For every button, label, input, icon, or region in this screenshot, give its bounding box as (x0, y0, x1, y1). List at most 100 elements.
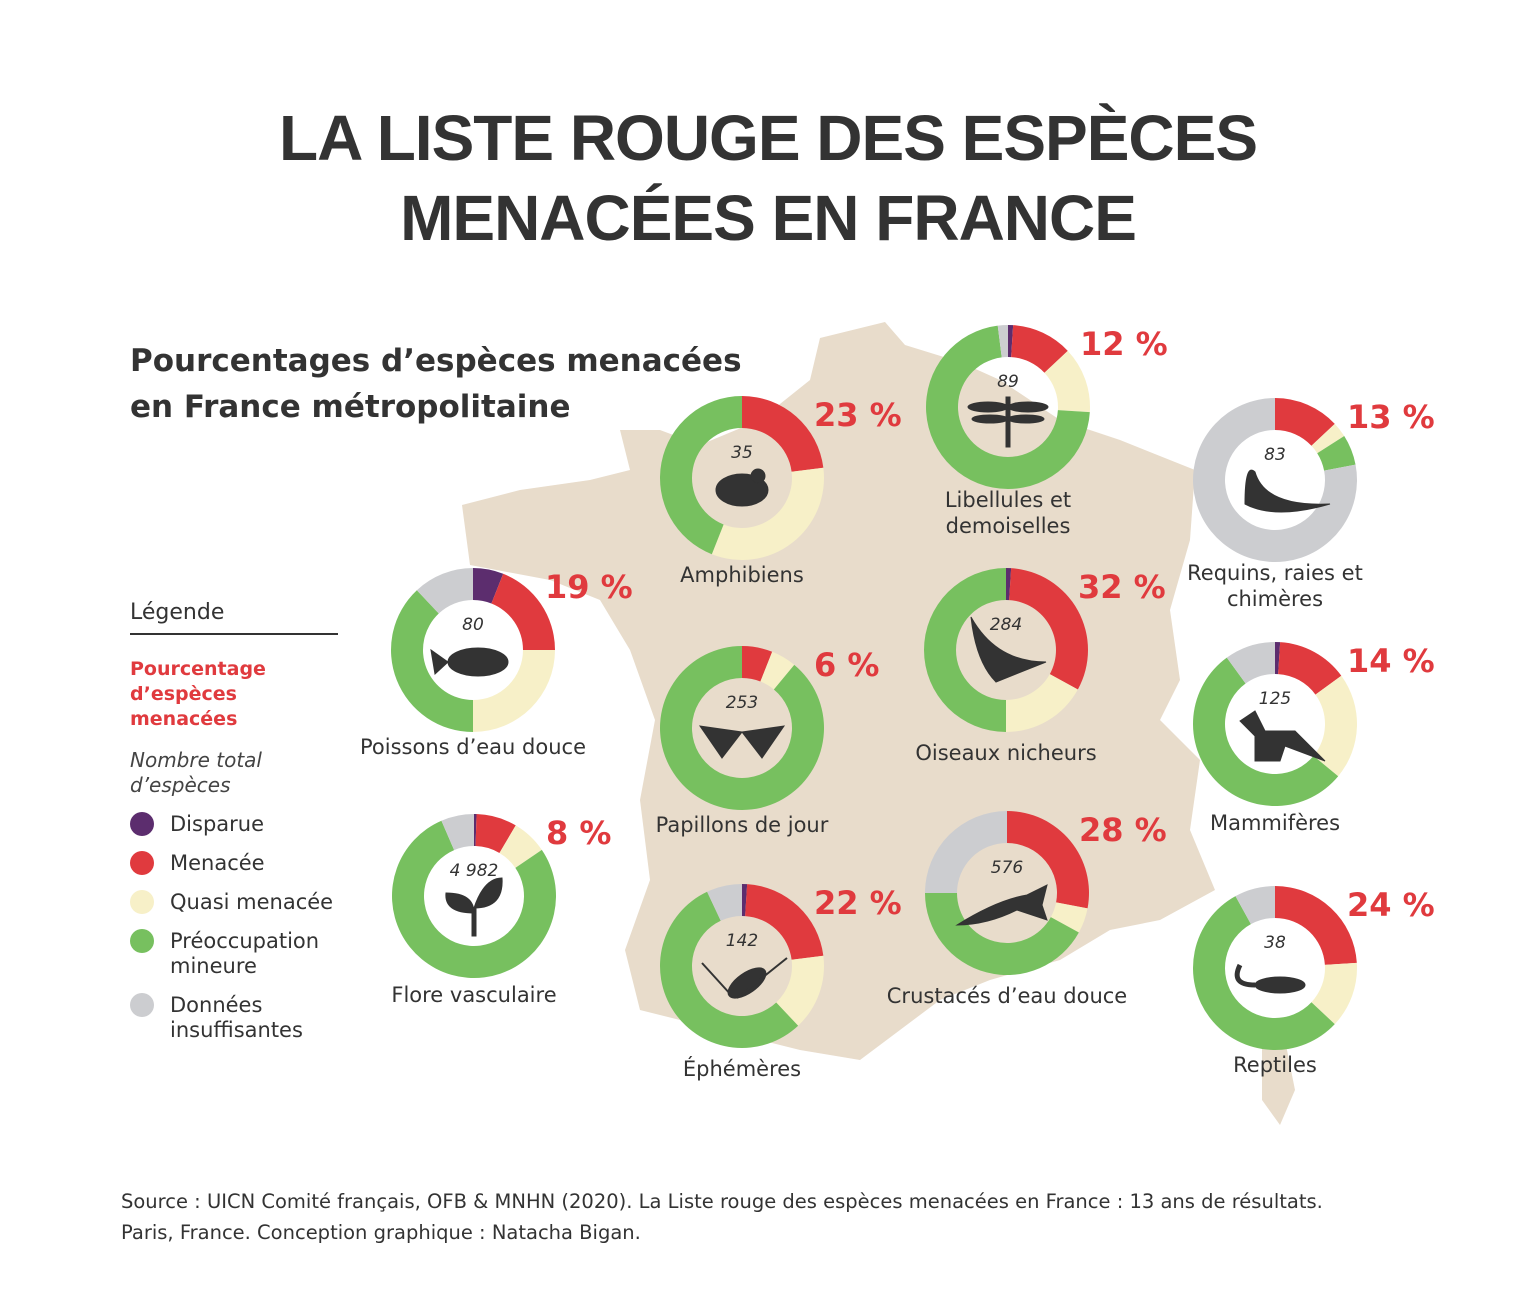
donut-segment-préoccupation-mineure (659, 396, 742, 555)
species-total: 80 (462, 615, 484, 635)
dragonfly-icon (967, 396, 1049, 448)
legend-total-label: Nombre total d’espèces (130, 748, 262, 797)
donut-segment-quasi-menacée (1311, 423, 1345, 454)
donut-segment-menacée (742, 396, 824, 472)
donut-segment-menacée (1275, 398, 1335, 446)
donut-segment-menacée (1275, 885, 1357, 965)
donut-segment-préoccupation-mineure (1317, 436, 1356, 471)
species-total: 89 (997, 372, 1019, 392)
group-label: Flore vasculaire (391, 983, 556, 1007)
threatened-percentage: 23 % (814, 396, 902, 434)
donut-segment-préoccupation-mineure (390, 590, 473, 732)
donut-segment-disparue (473, 568, 504, 604)
group-label: Mammifères (1210, 811, 1340, 835)
plant-icon (445, 877, 503, 937)
bird-icon (970, 616, 1047, 683)
legend-item: Disparue (130, 812, 340, 837)
group-label: Oiseaux nicheurs (915, 741, 1096, 765)
group-label: Amphibiens (680, 563, 804, 587)
legend-swatch (130, 929, 154, 953)
legend-label: Données insuffisantes (170, 993, 303, 1042)
donut-group: 125 14 % Mammifères (1193, 642, 1435, 835)
france-mainland (462, 322, 1215, 1060)
donut-segment-données-insuffisantes (707, 884, 742, 921)
donut-segment-quasi-menacée (1050, 902, 1088, 933)
legend-label: Disparue (170, 812, 265, 836)
threatened-percentage: 12 % (1080, 325, 1168, 363)
legend-heading: Légende (130, 600, 338, 635)
donut-segment-menacée (742, 646, 773, 682)
fish-icon (430, 647, 509, 677)
donut-segment-préoccupation-mineure (391, 820, 556, 978)
donut-group: 4 982 8 % Flore vasculaire (391, 814, 611, 1007)
subtitle: Pourcentages d’espèces menacées en Franc… (130, 338, 742, 430)
mayfly-icon (701, 957, 788, 999)
frog-icon (715, 468, 769, 507)
legend-swatch (130, 851, 154, 875)
donut-group: 284 32 % Oiseaux nicheurs (915, 568, 1166, 765)
donut-hole (1225, 918, 1325, 1018)
species-total: 38 (1264, 933, 1286, 953)
donut-segment-données-insuffisantes (416, 568, 473, 614)
donut-segment-quasi-menacée (473, 650, 555, 732)
donut-group: 38 24 % Reptiles (1192, 885, 1435, 1077)
donut-segment-préoccupation-mineure (1192, 896, 1335, 1051)
legend-label: Préoccupation mineure (170, 929, 320, 978)
page-title: LA LISTE ROUGE DES ESPÈCES MENACÉES EN F… (0, 98, 1536, 258)
species-total: 83 (1264, 445, 1286, 465)
donut-segment-préoccupation-mineure (659, 891, 799, 1049)
donut-segment-préoccupation-mineure (660, 646, 824, 811)
threatened-percentage: 8 % (546, 814, 611, 852)
threatened-percentage: 14 % (1347, 642, 1435, 680)
donut-segment-données-insuffisantes (1193, 398, 1357, 562)
group-label: Requins, raies et chimères (1187, 561, 1363, 611)
donut-segment-données-insuffisantes (997, 325, 1008, 358)
legend-label: Menacée (170, 851, 265, 875)
species-total: 576 (991, 858, 1024, 878)
group-label: Reptiles (1233, 1053, 1317, 1077)
group-label: Poissons d’eau douce (360, 735, 586, 759)
butterfly-icon (698, 725, 786, 759)
corsica (1262, 1030, 1295, 1125)
donut-segment-préoccupation-mineure (1193, 657, 1339, 806)
donut-segment-quasi-menacée (1006, 674, 1078, 732)
lizard-icon (1234, 963, 1306, 994)
threatened-percentage: 13 % (1347, 398, 1435, 436)
donut-segment-menacée (745, 884, 824, 960)
fox-icon (1239, 710, 1326, 762)
donut-segment-quasi-menacée (499, 825, 542, 868)
group-label: Papillons de jour (656, 813, 829, 837)
legend-item: Menacée (130, 851, 340, 876)
species-total: 253 (726, 693, 758, 713)
legend: Légende Pourcentage d’espèces menacées N… (130, 600, 340, 1043)
donut-segment-quasi-menacée (776, 955, 824, 1026)
donut-segment-quasi-menacée (1311, 962, 1357, 1025)
legend-item: Préoccupation mineure (130, 929, 340, 979)
threatened-percentage: 22 % (814, 884, 902, 922)
donut-segment-disparue (1006, 568, 1012, 601)
subtitle-line-2: en France métropolitaine (130, 389, 571, 425)
donut-segment-données-insuffisantes (441, 814, 474, 851)
france-map (462, 322, 1295, 1125)
donut-segment-quasi-menacée (760, 651, 795, 690)
species-total: 4 982 (450, 861, 499, 881)
threatened-percentage: 6 % (814, 646, 879, 684)
donut-segment-menacée (1011, 325, 1068, 373)
group-label: Libellules et demoiselles (945, 488, 1071, 538)
threatened-percentage: 24 % (1347, 886, 1435, 924)
species-total: 284 (990, 615, 1022, 635)
legend-item: Quasi menacée (130, 890, 340, 915)
donut-segment-menacée (1007, 811, 1090, 909)
source-note: Source : UICN Comité français, OFB & MNH… (121, 1186, 1323, 1248)
legend-item: Données insuffisantes (130, 993, 340, 1043)
species-total: 35 (731, 443, 753, 463)
donut-segment-quasi-menacée (1313, 675, 1357, 777)
donut-segment-menacée (491, 573, 555, 650)
donut-segment-menacée (1278, 642, 1342, 695)
donut-group: 80 19 % Poissons d’eau douce (360, 568, 633, 759)
donut-segment-données-insuffisantes (925, 811, 1007, 893)
donut-segment-préoccupation-mineure (925, 325, 1090, 489)
threatened-percentage: 32 % (1078, 568, 1166, 606)
donut-group: 142 22 % Éphémères (659, 884, 902, 1081)
